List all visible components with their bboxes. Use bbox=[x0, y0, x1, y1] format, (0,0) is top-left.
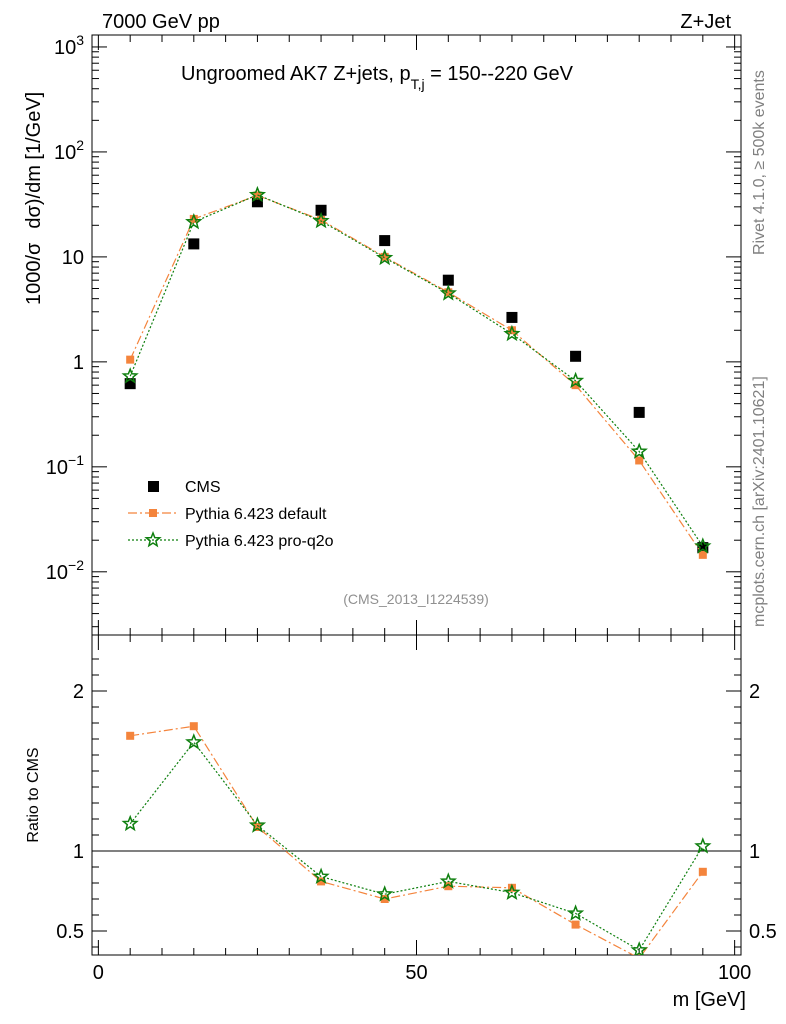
pythia-default-point bbox=[380, 252, 389, 261]
pythia-proq2o-point bbox=[185, 212, 203, 230]
y-axis-label: 1000/σdσ)/dm [1/GeV] bbox=[23, 92, 45, 305]
pythia-proq2o-point bbox=[439, 284, 458, 301]
series-line-1 bbox=[129, 194, 704, 556]
ratio-y-tick-label-right: 1 bbox=[749, 841, 760, 863]
cms-data-point bbox=[188, 238, 200, 250]
ratio-y-tick-label: 0.5 bbox=[56, 921, 84, 943]
x-axis-label: m [GeV] bbox=[673, 989, 746, 1011]
ratio-y-tick-label-right: 0.5 bbox=[749, 921, 777, 943]
ratio-pythia-default-point bbox=[698, 867, 707, 876]
pythia-proq2o-point bbox=[630, 442, 648, 459]
ratio-pythia-default-point bbox=[507, 883, 516, 892]
pythia-default-point bbox=[507, 326, 516, 335]
pythia-proq2o-point bbox=[121, 367, 139, 384]
y-tick-label: 10−1 bbox=[46, 452, 84, 479]
ratio-pythia-proq2o-point bbox=[503, 883, 521, 901]
ratio-pythia-default-point bbox=[253, 823, 262, 831]
cms-data-point bbox=[442, 274, 454, 286]
ratio-pythia-proq2o-point bbox=[312, 867, 330, 885]
cms-data-point bbox=[633, 406, 645, 418]
ratio-pythia-default-point bbox=[380, 895, 389, 903]
legend: CMS Pythia 6.423 default Pythia 6.423 pr… bbox=[128, 479, 334, 550]
cms-data-point bbox=[251, 196, 263, 208]
ratio-pythia-default-point bbox=[317, 877, 326, 886]
ratio-pythia-proq2o-point bbox=[439, 872, 458, 889]
pythia-proq2o-point bbox=[694, 537, 712, 554]
ratio-pythia-default-point bbox=[444, 882, 453, 891]
cms-data-point bbox=[315, 204, 327, 216]
pythia-default-point bbox=[444, 288, 453, 297]
y-tick-label: 1 bbox=[73, 352, 84, 374]
y-tick-label: 103 bbox=[54, 32, 84, 59]
analysis-reference: (CMS_2013_I1224539) bbox=[343, 591, 489, 607]
ratio-pythia-default-point bbox=[189, 722, 198, 731]
x-tick-label: 100 bbox=[718, 962, 751, 984]
x-tick-label: 0 bbox=[93, 962, 104, 984]
ratio-pythia-proq2o-point bbox=[185, 733, 203, 750]
pythia-default-point bbox=[189, 214, 198, 223]
ratio-pythia-default-point bbox=[126, 731, 135, 740]
legend-label-pythia-default: Pythia 6.423 default bbox=[185, 506, 327, 523]
y-tick-label: 102 bbox=[54, 137, 84, 164]
ratio-pythia-proq2o-point bbox=[248, 816, 267, 833]
header-left: 7000 GeV pp bbox=[102, 11, 220, 33]
ratio-pythia-proq2o-point bbox=[630, 941, 648, 955]
pythia-default-point bbox=[571, 381, 580, 390]
ratio-pythia-proq2o-point bbox=[375, 885, 394, 902]
ratio-y-tick-label: 2 bbox=[73, 681, 84, 703]
ratio-pythia-proq2o-point bbox=[121, 814, 139, 832]
pythia-proq2o-point bbox=[566, 371, 585, 389]
ratio-y-axis-label: Ratio to CMS bbox=[25, 747, 42, 842]
cms-data-point bbox=[506, 311, 518, 323]
legend-label-cms: CMS bbox=[185, 479, 221, 496]
ratio-plot-frame bbox=[91, 634, 742, 956]
pythia-proq2o-point bbox=[503, 324, 521, 342]
ratio-y-tick-label: 1 bbox=[73, 841, 84, 863]
legend-marker-cms bbox=[148, 481, 159, 492]
pythia-default-point bbox=[317, 215, 326, 224]
pythia-default-point bbox=[635, 456, 644, 465]
ratio-pythia-default-point bbox=[571, 920, 580, 929]
pythia-proq2o-point bbox=[248, 185, 267, 203]
series-line-2 bbox=[129, 194, 704, 547]
legend-label-pythia-proq2o: Pythia 6.423 pro-q2o bbox=[185, 533, 334, 550]
cms-data-point bbox=[570, 350, 582, 362]
pythia-default-point bbox=[126, 355, 135, 364]
cms-data-point bbox=[697, 542, 709, 554]
y-tick-label: 10 bbox=[62, 247, 84, 269]
ratio-line-0 bbox=[130, 725, 704, 955]
ratio-y-tick-label-right: 2 bbox=[749, 681, 760, 703]
pythia-default-point bbox=[698, 550, 707, 559]
header-right: Z+Jet bbox=[680, 11, 731, 33]
ratio-pythia-proq2o-point bbox=[694, 837, 712, 854]
pythia-proq2o-point bbox=[375, 248, 394, 266]
legend-marker-pythia-default bbox=[149, 509, 157, 517]
y-tick-label: 10−2 bbox=[46, 557, 84, 584]
cms-data-point bbox=[379, 235, 391, 247]
x-tick-label: 50 bbox=[405, 962, 427, 984]
cms-data-point bbox=[124, 378, 136, 390]
ratio-line-1 bbox=[129, 741, 704, 952]
pythia-proq2o-point bbox=[312, 211, 330, 229]
mcplots-label: mcplots.cern.ch [arXiv:2401.10621] bbox=[751, 376, 768, 627]
legend-marker-pythia-proq2o bbox=[144, 530, 162, 548]
ratio-pythia-default-point bbox=[635, 954, 644, 955]
rivet-version-label: Rivet 4.1.0, ≥ 500k events bbox=[751, 70, 768, 255]
ratio-pythia-proq2o-point bbox=[566, 904, 585, 921]
chart-title: Ungroomed AK7 Z+jets, pT,j = 150--220 Ge… bbox=[181, 63, 574, 92]
